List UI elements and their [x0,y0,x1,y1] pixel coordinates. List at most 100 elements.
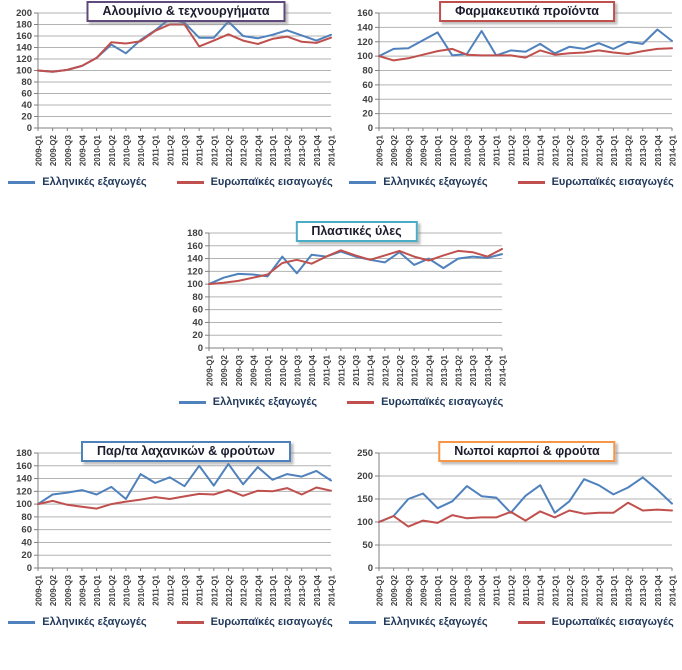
svg-text:2012-Q3: 2012-Q3 [240,134,249,166]
svg-text:2011-Q2: 2011-Q2 [507,574,516,605]
svg-text:100: 100 [16,499,32,510]
svg-text:2011-Q4: 2011-Q4 [537,134,546,165]
svg-text:2009-Q4: 2009-Q4 [78,574,87,606]
svg-text:2013-Q2: 2013-Q2 [284,134,293,166]
svg-text:40: 40 [21,100,32,111]
svg-text:0: 0 [197,343,202,354]
chart-title-box: Παρ/τα λαχανικών & φρούτων [80,441,292,462]
svg-text:2010-Q4: 2010-Q4 [137,574,146,606]
svg-text:2013-Q3: 2013-Q3 [639,134,648,166]
svg-text:2011-Q1: 2011-Q1 [322,354,331,385]
svg-text:180: 180 [187,228,203,239]
svg-text:2010-Q3: 2010-Q3 [122,574,131,606]
legend-item-exports: Ελληνικές εξαγωγές [349,176,488,188]
svg-text:2010-Q3: 2010-Q3 [293,354,302,386]
svg-text:2012-Q3: 2012-Q3 [581,574,590,606]
svg-text:2010-Q2: 2010-Q2 [449,134,458,166]
legend-item-exports: Ελληνικές εξαγωγές [349,616,488,628]
svg-text:2013-Q1: 2013-Q1 [269,574,278,606]
svg-text:2012-Q1: 2012-Q1 [551,134,560,166]
legend-label-imports: Ευρωπαϊκές εισαγωγές [210,616,333,628]
svg-text:2010-Q4: 2010-Q4 [478,134,487,166]
svg-text:2012-Q2: 2012-Q2 [395,354,404,386]
svg-text:2009-Q1: 2009-Q1 [376,134,385,166]
svg-text:2009-Q4: 2009-Q4 [78,134,87,166]
svg-text:2011-Q2: 2011-Q2 [337,354,346,385]
svg-text:2011-Q1: 2011-Q1 [493,574,502,605]
svg-text:2013-Q4: 2013-Q4 [483,354,492,386]
svg-text:160: 160 [16,31,32,42]
svg-text:2013-Q2: 2013-Q2 [625,134,634,166]
svg-text:2012-Q4: 2012-Q4 [595,134,604,166]
svg-text:2012-Q4: 2012-Q4 [425,354,434,386]
svg-text:2013-Q4: 2013-Q4 [313,574,322,606]
svg-text:2010-Q3: 2010-Q3 [122,134,131,166]
svg-text:200: 200 [357,471,373,482]
svg-text:2009-Q2: 2009-Q2 [390,134,399,166]
svg-text:2009-Q2: 2009-Q2 [220,354,229,386]
svg-text:2013-Q3: 2013-Q3 [298,134,307,166]
svg-text:140: 140 [16,43,32,54]
svg-text:2010-Q1: 2010-Q1 [93,574,102,606]
chart-legend: Ελληνικές εξαγωγές Ευρωπαϊκές εισαγωγές [0,176,341,188]
svg-text:2009-Q3: 2009-Q3 [405,574,414,606]
svg-text:2013-Q1: 2013-Q1 [610,574,619,606]
chart-title-box: Νωποί καρποί & φρούτα [438,441,616,462]
legend-label-imports: Ευρωπαϊκές εισαγωγές [381,396,504,408]
legend-line-swatch-blue [349,180,377,184]
svg-text:2010-Q2: 2010-Q2 [449,574,458,606]
svg-text:2011-Q2: 2011-Q2 [166,134,175,165]
legend-item-imports: Ευρωπαϊκές εισαγωγές [517,616,674,628]
svg-text:100: 100 [16,66,32,77]
svg-text:120: 120 [16,54,32,65]
svg-text:140: 140 [357,22,373,33]
svg-text:2010-Q4: 2010-Q4 [137,134,146,166]
svg-text:2012-Q2: 2012-Q2 [225,574,234,606]
svg-text:80: 80 [21,77,32,88]
svg-text:2013-Q1: 2013-Q1 [269,134,278,166]
svg-text:60: 60 [192,305,203,316]
svg-text:250: 250 [357,448,373,459]
svg-text:2010-Q1: 2010-Q1 [93,134,102,166]
chart-legend: Ελληνικές εξαγωγές Ευρωπαϊκές εισαγωγές [0,616,341,628]
svg-text:2013-Q4: 2013-Q4 [654,574,663,606]
svg-text:2011-Q3: 2011-Q3 [522,574,531,605]
svg-text:2013-Q1: 2013-Q1 [610,134,619,166]
svg-text:80: 80 [192,292,203,303]
legend-label-exports: Ελληνικές εξαγωγές [383,616,488,628]
svg-text:2012-Q4: 2012-Q4 [254,134,263,166]
svg-text:2010-Q3: 2010-Q3 [463,574,472,606]
line-plot: 0 50 100 150 200 250 2009-Q1 2009-Q2 2009-Q3 2009… [357,448,678,606]
svg-text:2010-Q4: 2010-Q4 [478,574,487,606]
svg-text:2009-Q2: 2009-Q2 [49,134,58,166]
chart-legend: Ελληνικές εξαγωγές Ευρωπαϊκές εισαγωγές [341,616,682,628]
legend-line-swatch-red [176,620,204,624]
legend-line-swatch-blue [178,400,206,404]
svg-text:2013-Q1: 2013-Q1 [439,354,448,386]
svg-text:2014-Q1: 2014-Q1 [669,574,678,606]
svg-text:20: 20 [362,109,373,120]
legend-line-swatch-red [517,180,545,184]
svg-text:0: 0 [27,563,32,574]
svg-text:80: 80 [21,512,32,523]
svg-text:140: 140 [16,474,32,485]
svg-text:2010-Q2: 2010-Q2 [108,574,117,606]
svg-text:2011-Q4: 2011-Q4 [196,134,205,165]
svg-text:2009-Q4: 2009-Q4 [249,354,258,386]
charts-row-top: Αλουμίνιο & τεχνουργήματα 0 20 40 60 80 100 12… [0,0,682,206]
svg-text:2010-Q1: 2010-Q1 [434,134,443,166]
svg-text:2010-Q1: 2010-Q1 [264,354,273,386]
svg-text:0: 0 [368,563,373,574]
svg-text:2013-Q3: 2013-Q3 [639,574,648,606]
svg-text:2011-Q3: 2011-Q3 [181,134,190,165]
svg-text:120: 120 [16,486,32,497]
legend-label-exports: Ελληνικές εξαγωγές [383,176,488,188]
svg-text:120: 120 [187,266,203,277]
svg-text:20: 20 [192,330,203,341]
svg-text:2012-Q4: 2012-Q4 [254,574,263,606]
svg-text:20: 20 [21,550,32,561]
svg-text:2013-Q4: 2013-Q4 [654,134,663,166]
svg-text:20: 20 [21,112,32,123]
svg-text:2009-Q4: 2009-Q4 [419,134,428,166]
